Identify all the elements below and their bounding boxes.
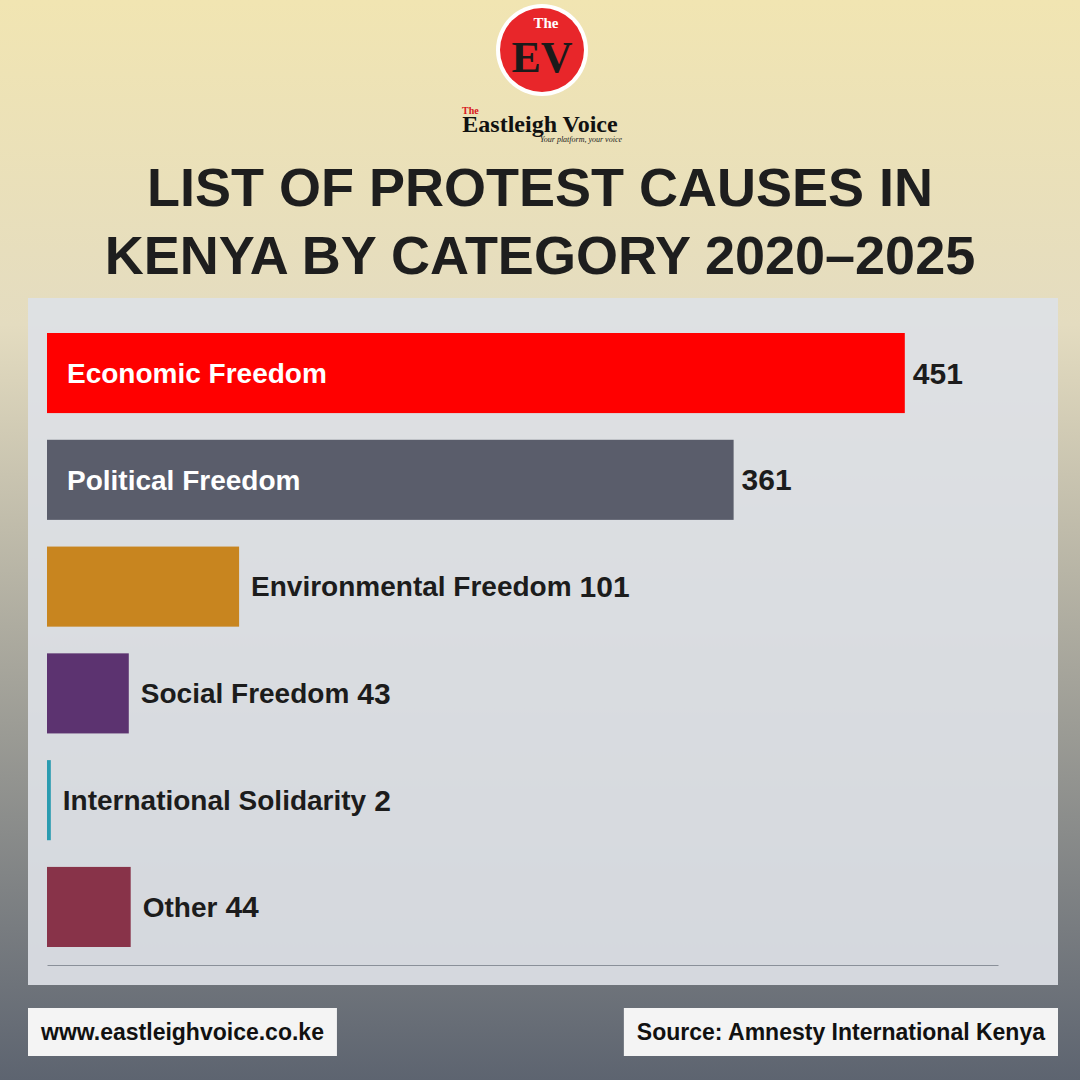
data-label: 361 xyxy=(742,463,792,496)
bar xyxy=(47,653,129,733)
bars xyxy=(47,333,905,947)
data-label: 101 xyxy=(580,570,630,603)
website-text: www.eastleighvoice.co.ke xyxy=(40,1019,324,1045)
logo-badge-top: The xyxy=(533,15,558,31)
plot-panel xyxy=(28,298,1058,985)
logo: TheEVTheEastleigh VoiceYour platform, yo… xyxy=(462,4,622,144)
x-axis-line xyxy=(48,965,999,966)
source-box xyxy=(624,1008,1058,1056)
bar xyxy=(47,440,734,520)
x-axis xyxy=(48,965,999,966)
logo-badge xyxy=(500,8,584,92)
logo-tagline: Your platform, your voice xyxy=(540,135,622,144)
logo-name: Eastleigh Voice xyxy=(462,111,618,137)
source: Source: Amnesty International Kenya xyxy=(624,1008,1058,1056)
bar xyxy=(47,333,905,413)
logo-badge-text: EV xyxy=(511,33,572,82)
category-label: Economic Freedom xyxy=(67,358,327,389)
data-label: 451 xyxy=(913,357,963,390)
logo-ring xyxy=(496,4,588,96)
bar xyxy=(47,760,51,840)
category-label: Other xyxy=(143,892,218,923)
category-label: Environmental Freedom xyxy=(251,571,572,602)
bar xyxy=(47,867,131,947)
category-label: Political Freedom xyxy=(67,465,300,496)
labels: Economic Freedom 451 Political Freedom 361 E… xyxy=(63,357,963,924)
website: www.eastleighvoice.co.ke xyxy=(28,1008,337,1056)
website-box xyxy=(28,1008,337,1056)
background xyxy=(0,0,1080,1080)
chart: TheEVTheEastleigh VoiceYour platform, yo… xyxy=(0,0,1080,1080)
data-label: 44 xyxy=(225,890,259,923)
data-label: 2 xyxy=(374,784,391,817)
source-text: Source: Amnesty International Kenya xyxy=(637,1019,1045,1045)
category-label: Social Freedom xyxy=(141,678,350,709)
category-label: International Solidarity xyxy=(63,785,367,816)
data-label: 43 xyxy=(357,677,390,710)
title: LIST OF PROTEST CAUSES INKENYA BY CATEGO… xyxy=(105,157,975,285)
bar xyxy=(47,547,239,627)
